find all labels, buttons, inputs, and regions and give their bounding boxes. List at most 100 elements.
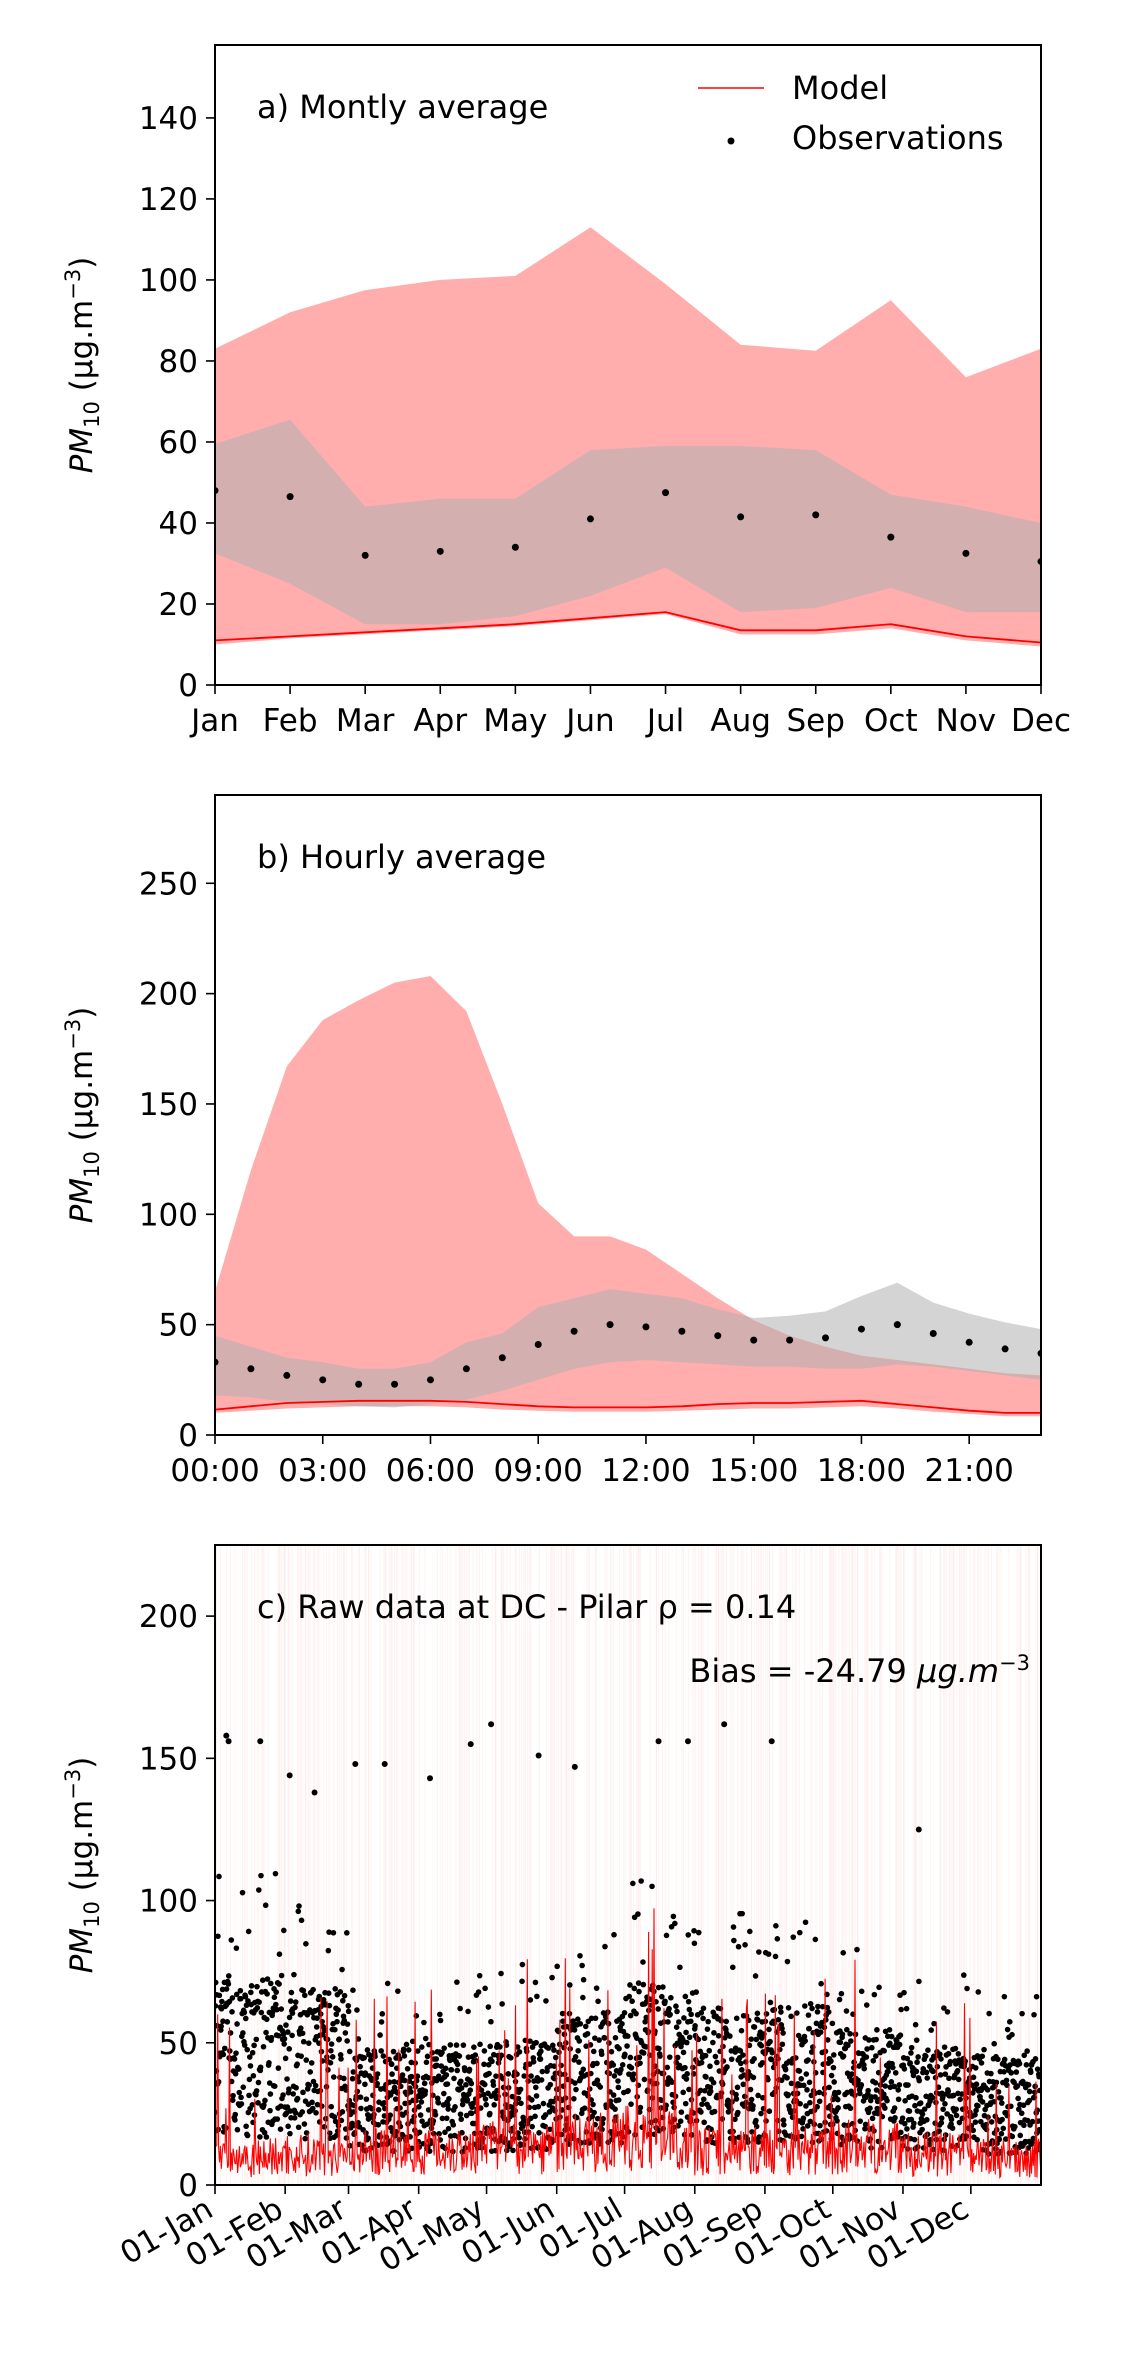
observation-point <box>912 2102 918 2109</box>
observation-point <box>662 489 670 497</box>
observation-point <box>329 2054 336 2060</box>
observation-point <box>490 2082 497 2088</box>
observation-point <box>952 2045 959 2052</box>
observation-point <box>263 2016 270 2023</box>
observation-point <box>681 2015 687 2021</box>
observation-point <box>774 1936 781 1942</box>
observation-point <box>629 1998 635 2005</box>
observation-point <box>858 2082 865 2088</box>
observation-point <box>737 513 745 521</box>
observation-point <box>423 2059 430 2066</box>
observation-point <box>863 2054 870 2060</box>
b-ytick-label: 0 <box>178 1418 198 1454</box>
observation-point <box>1032 2056 1039 2062</box>
observation-point <box>700 2015 706 2022</box>
observation-point <box>658 2097 665 2104</box>
observation-point <box>416 2129 423 2136</box>
observation-point <box>253 2036 260 2043</box>
panel-a-frame <box>214 44 1042 686</box>
observation-point <box>312 2082 319 2089</box>
observation-point <box>519 1961 526 1968</box>
observation-point <box>896 2041 903 2048</box>
observation-point <box>765 1951 772 1957</box>
observation-point <box>282 2055 289 2062</box>
observation-point <box>919 2126 925 2133</box>
observation-point <box>497 2044 503 2050</box>
observation-point <box>1036 2073 1041 2080</box>
observation-point <box>295 2124 302 2131</box>
observation-point <box>575 2047 581 2054</box>
observation-point <box>240 2084 247 2090</box>
observation-point <box>485 2004 492 2010</box>
observation-point <box>425 2074 432 2081</box>
observation-point <box>901 2120 908 2127</box>
observation-point <box>389 2071 395 2077</box>
observation-point <box>527 1997 534 2003</box>
observation-point <box>264 1991 270 1997</box>
observation-point <box>834 2096 841 2103</box>
observation-point <box>244 2046 251 2053</box>
observation-point <box>542 2112 549 2118</box>
a-xtick-label: Aug <box>710 703 771 739</box>
observation-point <box>680 2049 687 2056</box>
observation-point <box>281 2041 287 2047</box>
observation-point <box>422 2035 429 2042</box>
observation-point <box>377 2032 383 2038</box>
observation-point <box>763 2011 770 2017</box>
observation-point <box>974 2136 980 2143</box>
observation-point <box>956 2119 963 2126</box>
observation-point <box>347 2142 353 2149</box>
observation-point <box>298 1917 305 1924</box>
observation-point <box>902 2098 908 2104</box>
observation-point <box>551 2047 557 2053</box>
observation-point <box>777 2004 784 2011</box>
observation-point <box>438 2063 445 2069</box>
observation-point <box>261 2129 268 2136</box>
observation-point <box>532 1979 539 1986</box>
observation-point <box>325 1990 332 1996</box>
observation-point <box>1029 2118 1036 2125</box>
observation-point <box>887 533 895 541</box>
observation-point <box>339 2108 346 2115</box>
observation-point <box>999 2116 1005 2123</box>
observation-point <box>396 2136 403 2143</box>
b-ytick-label: 150 <box>139 1087 198 1123</box>
observation-point <box>962 549 970 557</box>
observation-point <box>660 1984 666 1990</box>
observation-point <box>266 2060 272 2066</box>
observation-point <box>683 2076 690 2082</box>
observation-point <box>1007 2062 1013 2068</box>
observation-point <box>612 2106 618 2112</box>
observation-point <box>414 2048 421 2054</box>
observation-point <box>468 2110 475 2117</box>
observation-point <box>695 1929 702 1936</box>
observation-point <box>249 2049 256 2056</box>
observation-point <box>508 2054 514 2061</box>
a-ytick-label: 100 <box>139 263 198 299</box>
observation-point <box>392 2096 399 2102</box>
observation-point <box>753 2036 760 2043</box>
observation-point <box>844 2026 850 2033</box>
observation-point <box>1030 2135 1037 2142</box>
observation-point <box>298 2025 304 2031</box>
observation-point <box>911 2136 918 2143</box>
c-ytick-label: 100 <box>139 1884 198 1920</box>
observation-point <box>698 2109 704 2115</box>
observation-point <box>640 1959 646 1965</box>
observation-point <box>232 2111 239 2118</box>
observation-point <box>227 2030 234 2036</box>
observation-point <box>734 2084 741 2091</box>
observation-point <box>225 1738 232 1745</box>
observation-point <box>437 2011 443 2018</box>
observation-point <box>738 2027 745 2034</box>
observation-point <box>857 2118 864 2124</box>
observation-point <box>988 2093 995 2100</box>
observation-point <box>768 2056 775 2063</box>
observation-point <box>633 2010 639 2017</box>
observation-point <box>910 2072 917 2079</box>
observation-point <box>580 2066 587 2073</box>
observation-point <box>824 2004 831 2011</box>
observation-point <box>1004 2026 1011 2033</box>
observation-point <box>796 1929 803 1936</box>
observation-point <box>519 2123 526 2130</box>
